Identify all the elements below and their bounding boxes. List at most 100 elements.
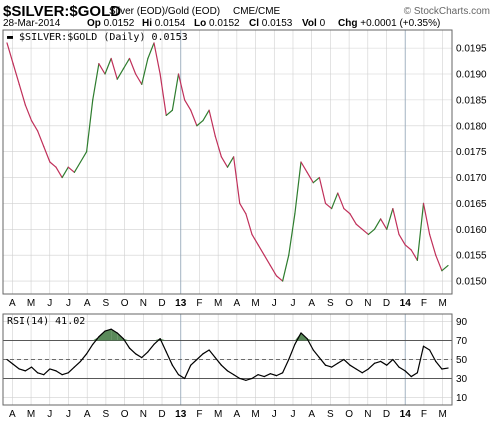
y-tick-label: 10 xyxy=(456,393,468,404)
chart-symbol: $SILVER:$GOLD xyxy=(3,3,121,20)
series-segment xyxy=(306,338,314,351)
quote-low: Lo 0.0152 xyxy=(194,18,240,29)
series-segment xyxy=(355,368,363,374)
x-tick-label: M xyxy=(438,298,446,309)
series-segment xyxy=(202,109,210,122)
series-segment xyxy=(92,63,100,101)
x-tick-label: N xyxy=(364,409,371,420)
x-tick-label: M xyxy=(214,298,222,309)
series-segment xyxy=(263,254,271,267)
quote-close: Cl 0.0153 xyxy=(249,18,293,29)
series-segment xyxy=(386,358,394,366)
x-tick-label: 13 xyxy=(175,298,187,309)
x-tick-label: 13 xyxy=(175,409,187,420)
series-segment xyxy=(159,338,167,353)
series-segment xyxy=(110,328,118,334)
y-tick-label: 0.0195 xyxy=(456,44,487,55)
x-tick-label: S xyxy=(327,298,334,309)
x-tick-label: A xyxy=(234,409,241,420)
y-tick-label: 0.0180 xyxy=(456,121,487,132)
x-tick-label: J xyxy=(47,298,52,309)
series-segment xyxy=(441,367,449,370)
series-segment xyxy=(282,254,290,282)
series-segment xyxy=(288,213,296,256)
series-segment xyxy=(386,207,394,230)
y-tick-label: 90 xyxy=(456,317,468,328)
series-segment xyxy=(153,42,161,75)
series-segment xyxy=(214,357,222,366)
series-segment xyxy=(410,372,418,378)
x-tick-label: M xyxy=(27,409,35,420)
series-segment xyxy=(294,332,302,345)
series-segment xyxy=(208,349,216,359)
series-segment xyxy=(153,338,161,345)
series-segment xyxy=(331,362,339,368)
series-segment xyxy=(184,364,192,380)
x-tick-label: F xyxy=(196,298,202,309)
series-segment xyxy=(135,353,143,359)
series-segment xyxy=(435,360,443,370)
x-tick-label: D xyxy=(383,298,390,309)
series-segment xyxy=(147,42,155,60)
series-segment xyxy=(104,328,112,332)
y-tick-label: 0.0165 xyxy=(456,199,487,210)
x-tick-label: D xyxy=(158,298,165,309)
series-segment xyxy=(337,358,345,364)
series-segment xyxy=(226,156,235,168)
series-segment xyxy=(429,349,437,362)
series-segment xyxy=(12,363,20,370)
x-tick-label: A xyxy=(308,298,315,309)
series-segment xyxy=(435,254,443,272)
series-segment xyxy=(196,353,204,361)
series-segment xyxy=(18,83,26,106)
x-tick-label: M xyxy=(27,298,35,309)
series-segment xyxy=(177,374,186,380)
x-tick-label: F xyxy=(196,409,202,420)
series-segment xyxy=(337,192,345,210)
x-tick-label: N xyxy=(140,409,147,420)
series-segment xyxy=(416,202,425,261)
series-segment xyxy=(416,345,425,374)
series-segment xyxy=(128,57,137,75)
x-tick-label: M xyxy=(214,409,222,420)
chart-exchange: CME/CME xyxy=(233,6,281,17)
x-tick-label: S xyxy=(103,298,110,309)
series-segment xyxy=(184,99,192,111)
series-segment xyxy=(202,349,210,355)
series-segment xyxy=(122,338,131,349)
series-segment xyxy=(343,358,351,366)
series-segment xyxy=(37,130,45,148)
series-segment xyxy=(67,166,75,173)
y-tick-label: 0.0150 xyxy=(456,277,487,288)
series-segment xyxy=(208,109,216,137)
x-tick-label: A xyxy=(84,409,91,420)
series-segment xyxy=(98,330,106,338)
series-segment xyxy=(165,109,173,117)
series-segment xyxy=(220,156,229,168)
plot-area xyxy=(3,30,452,294)
series-segment xyxy=(55,370,63,376)
x-tick-label: D xyxy=(158,409,165,420)
x-tick-label: 14 xyxy=(400,298,412,309)
series-segment xyxy=(239,202,247,215)
series-segment xyxy=(404,370,412,378)
y-tick-label: 0.0155 xyxy=(456,251,487,262)
series-segment xyxy=(294,161,302,215)
series-segment xyxy=(373,218,382,230)
quote-high: Hi 0.0154 xyxy=(142,18,186,29)
rsi-overbought-fill xyxy=(98,331,105,341)
y-tick-label: 50 xyxy=(456,355,468,366)
series-segment xyxy=(37,372,45,376)
series-segment xyxy=(86,99,94,153)
series-segment xyxy=(422,345,431,351)
series-segment xyxy=(190,358,198,366)
series-segment xyxy=(257,244,265,256)
series-segment xyxy=(86,343,94,355)
x-tick-label: 14 xyxy=(400,409,412,420)
plot-frame xyxy=(2,313,453,406)
series-segment xyxy=(251,233,259,246)
series-segment xyxy=(349,364,357,370)
series-segment xyxy=(233,156,241,205)
series-segment xyxy=(177,73,186,101)
